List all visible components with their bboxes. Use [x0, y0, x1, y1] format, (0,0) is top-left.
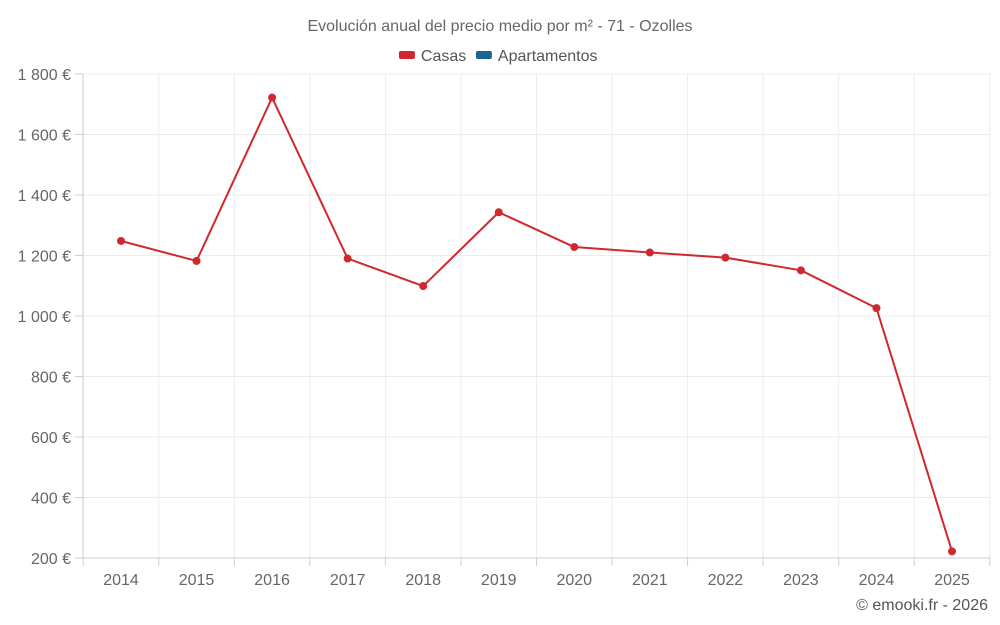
data-point[interactable] — [117, 236, 125, 245]
data-point[interactable] — [268, 93, 277, 102]
legend-label-apartamentos[interactable]: Apartamentos — [498, 48, 598, 65]
data-point[interactable] — [872, 304, 881, 313]
y-tick-label: 1 200 € — [18, 249, 71, 266]
data-point[interactable] — [419, 282, 428, 291]
data-point[interactable] — [721, 253, 730, 262]
data-point[interactable] — [192, 256, 201, 265]
data-point[interactable] — [645, 248, 654, 257]
credit-text: © emooki.fr - 2026 — [856, 597, 988, 614]
y-tick-label: 200 € — [31, 551, 71, 568]
data-point[interactable] — [343, 254, 352, 263]
x-tick-label: 2018 — [405, 572, 441, 589]
data-point[interactable] — [796, 266, 805, 275]
x-tick-label: 2016 — [254, 572, 290, 589]
x-tick-label: 2023 — [783, 572, 819, 589]
x-tick-label: 2014 — [103, 572, 139, 589]
series-line-casas — [120, 96, 953, 552]
legend-label-casas[interactable]: Casas — [421, 48, 466, 65]
series-layer — [117, 93, 956, 556]
chart-title: Evolución anual del precio medio por m² … — [307, 18, 692, 35]
x-tick-label: 2015 — [179, 572, 215, 589]
x-tick-label: 2024 — [859, 572, 895, 589]
data-point[interactable] — [570, 243, 579, 252]
data-point[interactable] — [948, 547, 956, 556]
legend: Casas Apartamentos — [398, 48, 598, 65]
y-tick-label: 800 € — [31, 370, 71, 387]
data-point[interactable] — [494, 208, 503, 217]
x-tick-label: 2021 — [632, 572, 668, 589]
y-tick-label: 1 800 € — [18, 67, 71, 84]
x-tick-label: 2022 — [708, 572, 744, 589]
x-axis-ticks: 2014 2015 2016 2017 2018 2019 2020 2021 2022 2023… — [82, 558, 991, 589]
y-tick-label: 1 600 € — [18, 128, 71, 145]
y-axis-ticks: 200 € 400 € 600 € 800 € 1 000 € 1 200 € 1 400 … — [18, 67, 83, 568]
x-tick-label: 2025 — [934, 572, 970, 589]
x-tick-label: 2017 — [330, 572, 366, 589]
y-tick-label: 600 € — [31, 430, 71, 447]
y-tick-label: 1 400 € — [18, 188, 71, 205]
x-tick-label: 2020 — [556, 572, 592, 589]
y-tick-label: 400 € — [31, 491, 71, 508]
y-tick-label: 1 000 € — [18, 309, 71, 326]
legend-swatch-apartamentos[interactable] — [475, 51, 492, 59]
legend-swatch-casas[interactable] — [398, 51, 415, 59]
x-tick-label: 2019 — [481, 572, 517, 589]
